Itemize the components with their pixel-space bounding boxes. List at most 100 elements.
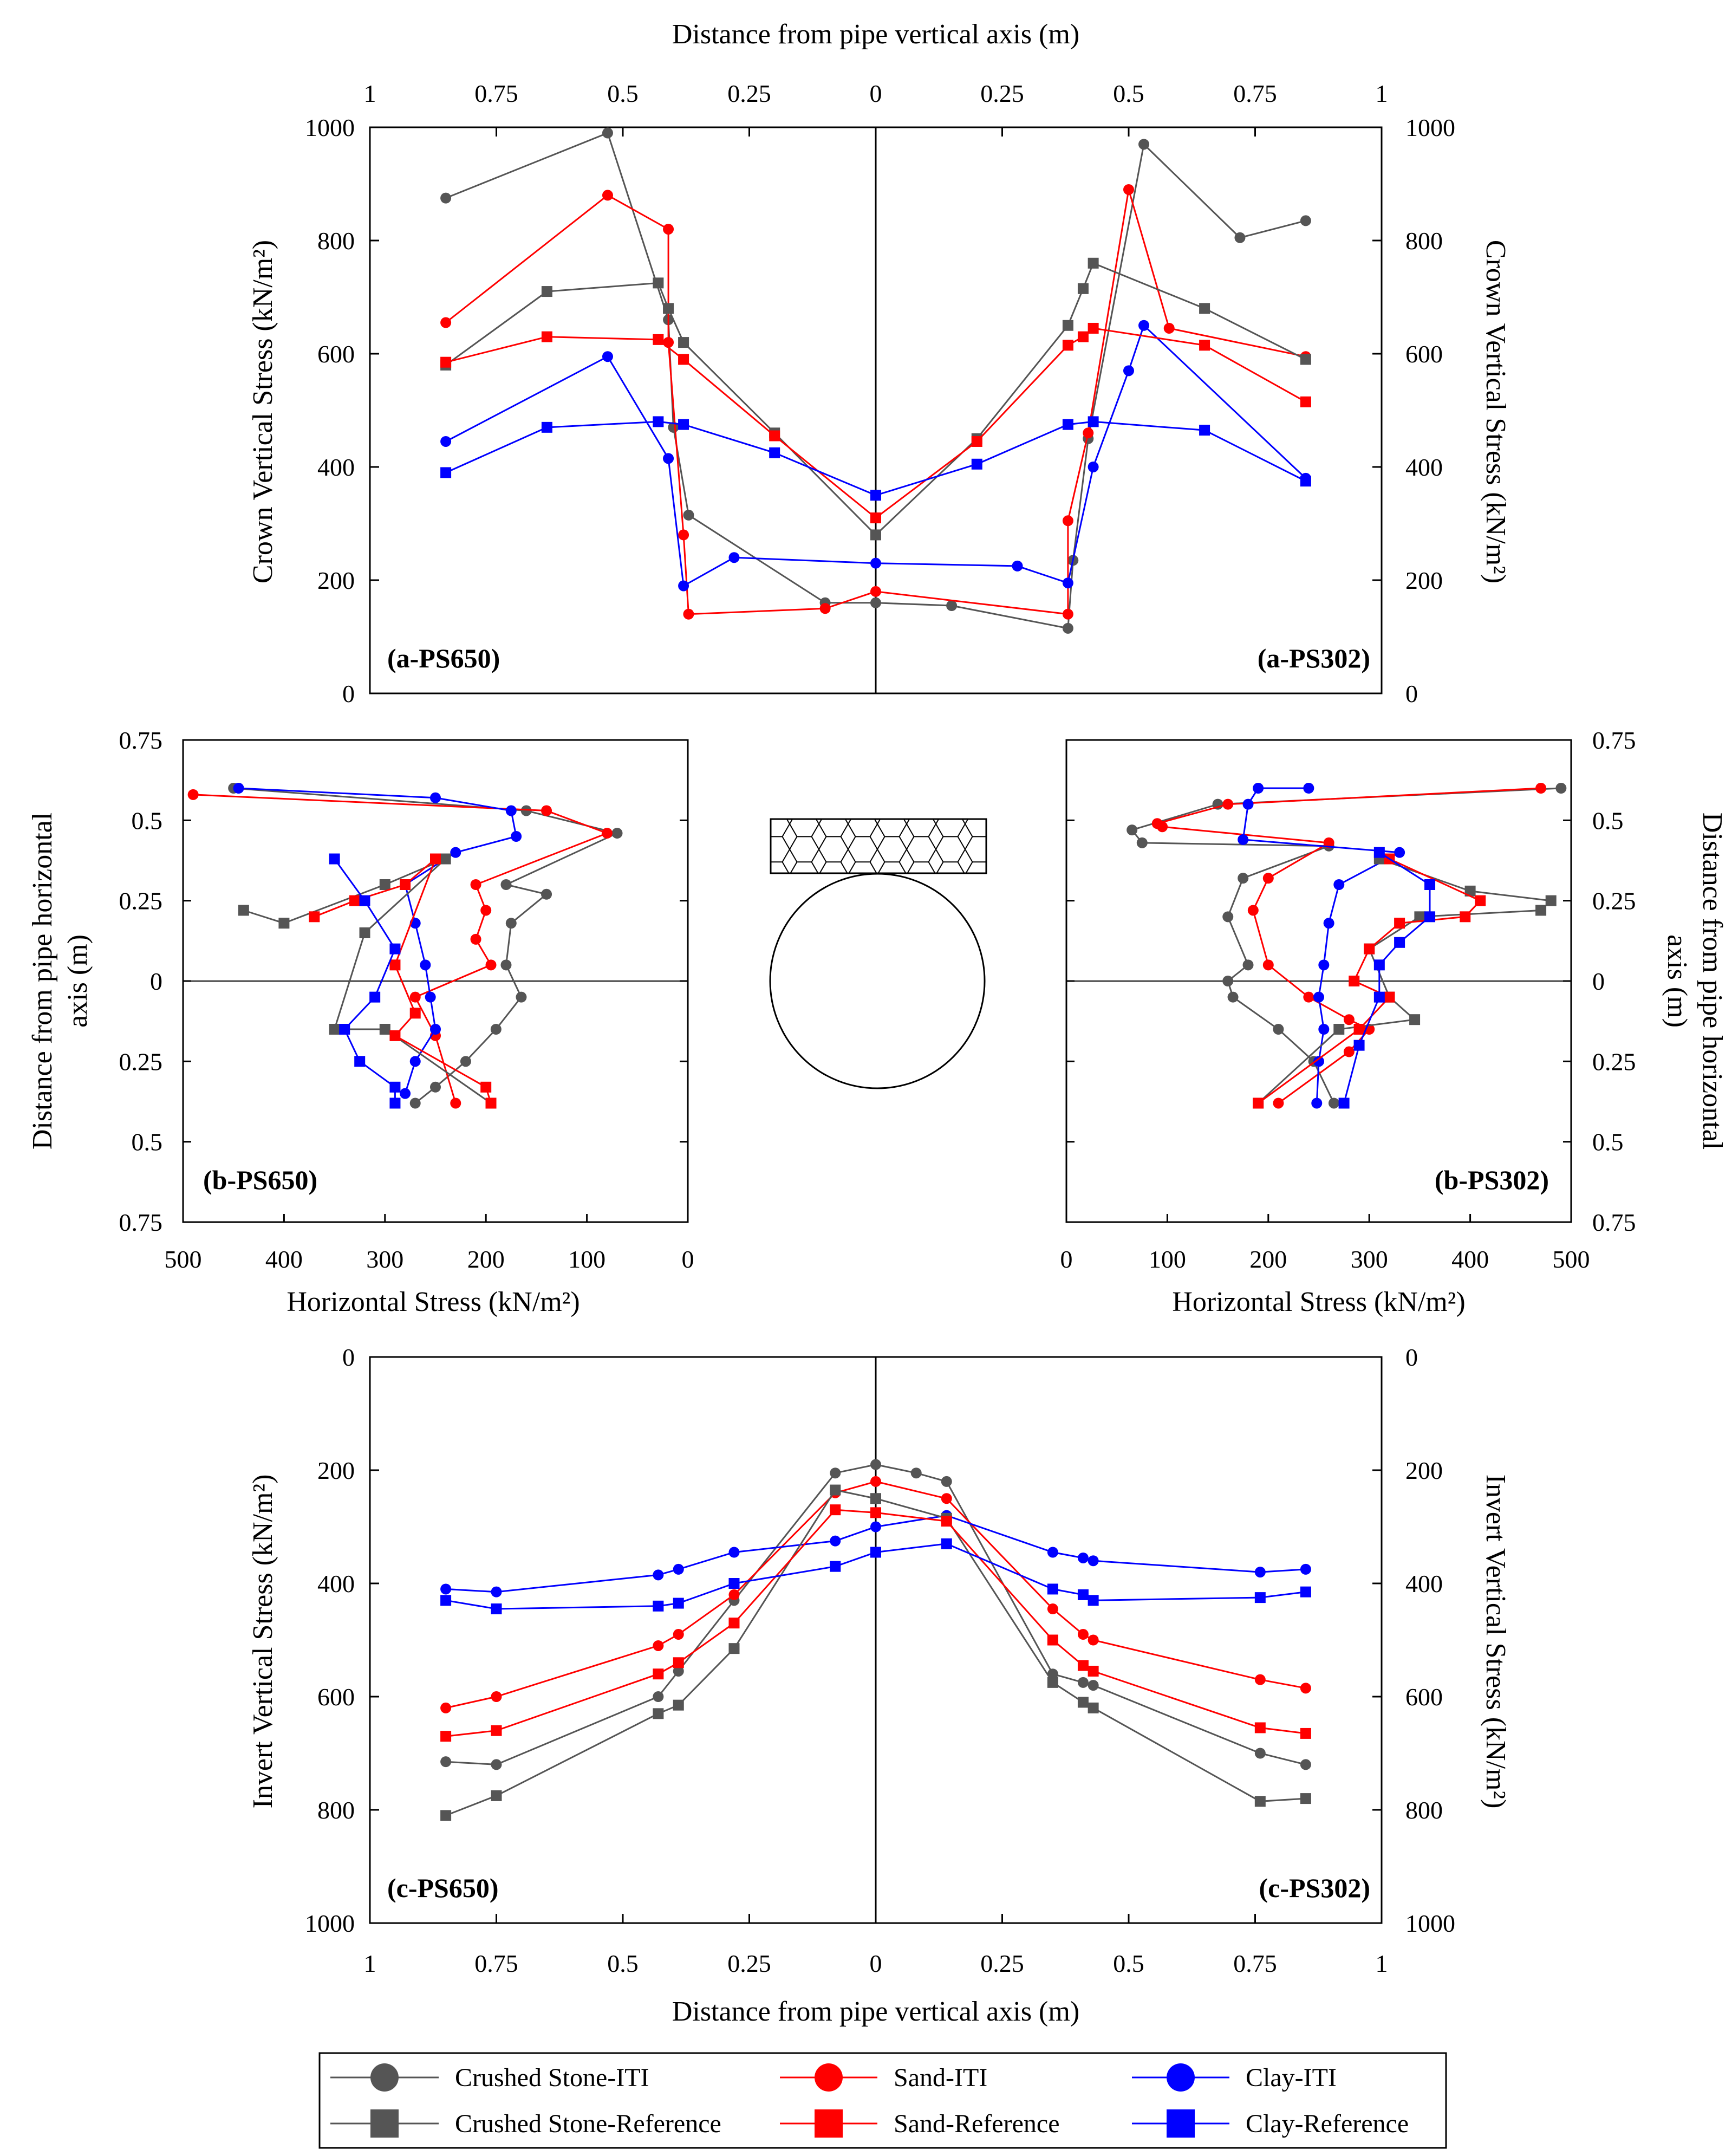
horiz-left-point (511, 831, 522, 842)
invert-point (1088, 1595, 1099, 1606)
crown-point (602, 190, 613, 201)
horiz-left-point (520, 805, 532, 816)
crown-point (1088, 416, 1099, 427)
crown-point (870, 512, 881, 524)
horiz-right-point (1273, 1098, 1284, 1109)
crown-point (819, 603, 831, 614)
horiz-left-point (389, 1098, 401, 1109)
horiz-right-point (1424, 911, 1436, 923)
horiz-left-point (425, 991, 436, 1003)
invert-ytick-label-right: 800 (1405, 1796, 1443, 1824)
crown-point (1199, 340, 1210, 351)
legend-item-sand-reference: Sand-Reference (780, 2109, 1060, 2138)
horiz-right-point (1343, 1046, 1355, 1057)
invert-point (870, 1459, 881, 1470)
crown-point (663, 224, 674, 235)
crown-xtick-label: 0.25 (727, 80, 771, 107)
legend-marker (370, 2109, 399, 2138)
horiz-right-series-sand-iti (1151, 783, 1547, 1109)
crown-point (1062, 419, 1073, 430)
invert-point (941, 1538, 952, 1549)
legend-label: Crushed Stone-ITI (455, 2063, 649, 2092)
horiz-left-point (505, 805, 517, 816)
invert-point (673, 1629, 684, 1640)
horiz-right-line-crushed-stone-reference (1258, 858, 1553, 1104)
horiz-left-point (278, 918, 290, 929)
crown-point (440, 192, 452, 204)
invert-point (1300, 1728, 1311, 1739)
invert-point (440, 1583, 452, 1595)
crown-xtick-label: 1 (364, 80, 376, 107)
horiz-left-line-crushed-stone-iti (233, 787, 620, 1104)
panel-label-b-ps302: (b-PS302) (1435, 1165, 1549, 1195)
horiz-left-point (490, 1024, 502, 1035)
crown-point (1300, 215, 1311, 226)
horiz-left-point (409, 1008, 421, 1019)
crown-point (663, 453, 674, 464)
crown-point (1163, 322, 1175, 334)
invert-xtick-label: 0.25 (727, 1950, 771, 1977)
invert-series-clay-reference (440, 1538, 1311, 1615)
horiz-left-point (470, 933, 481, 945)
horiz-right-series-clay-iti (1238, 783, 1405, 1109)
crown-point (541, 286, 552, 297)
horiz-right-point (1349, 976, 1360, 986)
crown-point (728, 552, 740, 563)
invert-point (1047, 1677, 1058, 1688)
crown-line-sand-iti (445, 189, 1306, 615)
invert-point (1088, 1634, 1099, 1646)
invert-point (491, 1603, 502, 1615)
crown-point (971, 458, 982, 470)
horiz-right-series-clay-reference (1338, 847, 1436, 1109)
horiz-right-xtick-label: 500 (1553, 1245, 1590, 1273)
horiz-right-point (1247, 905, 1259, 916)
horiz-right-point (1373, 959, 1385, 971)
crown-point (1062, 577, 1073, 589)
invert-point (491, 1725, 502, 1736)
horiz-left-ytick-label: 0.75 (119, 1209, 163, 1236)
crown-point (1062, 515, 1073, 527)
crown-point (1138, 139, 1150, 150)
horiz-left-point (450, 1098, 461, 1109)
invert-point (653, 1708, 664, 1719)
horiz-right-ytick-label: 0 (1592, 967, 1605, 995)
invert-ytick-label-right: 0 (1405, 1343, 1418, 1371)
invert-ytick-label-left: 800 (317, 1796, 355, 1824)
crown-point (678, 419, 689, 430)
crown-point (653, 277, 664, 289)
invert-point (1254, 1592, 1266, 1603)
horiz-right-point (1242, 959, 1254, 971)
invert-ytick-label-left: 600 (317, 1683, 355, 1711)
invert-xtick-label: 0.25 (980, 1950, 1024, 1977)
horiz-left-point (409, 1098, 421, 1109)
invert-point (440, 1756, 452, 1768)
legend-marker (1167, 2063, 1195, 2092)
horiz-left-point (187, 789, 199, 800)
horiz-right-point (1373, 847, 1385, 858)
crown-point (1199, 425, 1210, 436)
horiz-left-point (379, 879, 390, 890)
horiz-right-point (1262, 873, 1274, 884)
crown-ytick-label-left: 600 (317, 340, 355, 368)
invert-point (1077, 1589, 1089, 1600)
crown-point (870, 490, 881, 501)
horiz-left-series-sand-iti (187, 789, 613, 1109)
crown-point (1012, 560, 1023, 572)
legend-marker (815, 2109, 843, 2138)
horiz-right-xtick-label: 300 (1351, 1245, 1388, 1273)
invert-point (1077, 1660, 1089, 1671)
crown-point (1123, 184, 1134, 195)
horiz-right-ytick-label: 0.75 (1592, 1209, 1636, 1236)
invert-ticks: 1 0.75 0.5 0.25 0 0.25 0.5 0.75 1 0 0 200 200 400 400 6… (305, 1343, 1455, 1977)
invert-point (1300, 1683, 1311, 1694)
crown-point (1138, 320, 1150, 331)
horiz-right-line-clay-iti (1242, 787, 1403, 1103)
legend-label: Sand-ITI (894, 2063, 987, 2092)
invert-point (1300, 1793, 1311, 1804)
horiz-left-point (601, 828, 613, 839)
legend-item-crushed-stone-iti: Crushed Stone-ITI (330, 2063, 649, 2092)
horiz-left-point (480, 905, 492, 916)
legend-box (318, 2052, 1447, 2149)
invert-point (870, 1507, 881, 1518)
invert-point (1088, 1680, 1099, 1691)
